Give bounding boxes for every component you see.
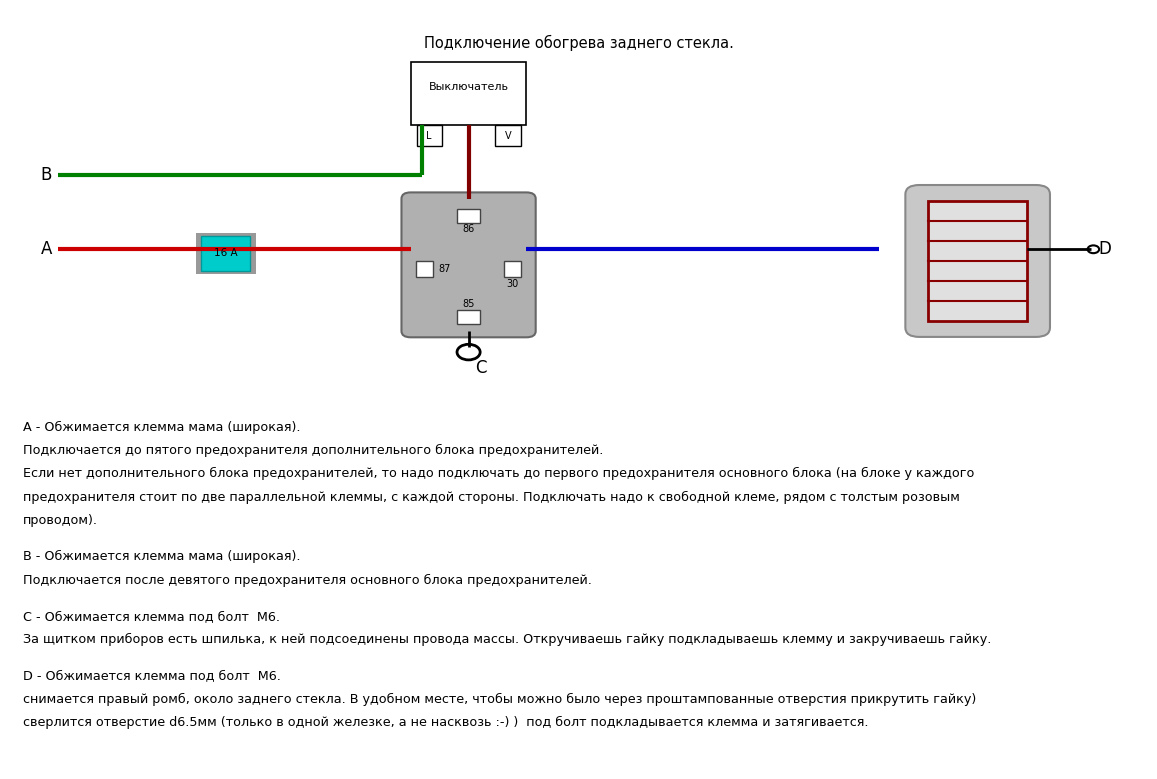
Text: D - Обжимается клемма под болт  М6.: D - Обжимается клемма под болт М6. [23, 670, 281, 682]
Text: 16 A: 16 A [214, 249, 237, 258]
Bar [411, 62, 526, 125]
Text: Выключатель: Выключатель [428, 83, 509, 92]
Text: D: D [1098, 240, 1112, 259]
Text: 86: 86 [463, 224, 474, 234]
Text: сверлится отверстие d6.5мм (только в одной железке, а не насквозь :-) )  под бол: сверлится отверстие d6.5мм (только в одн… [23, 717, 869, 729]
Text: 85: 85 [463, 299, 474, 308]
Text: V: V [504, 131, 511, 140]
Text: Подключение обогрева заднего стекла.: Подключение обогрева заднего стекла. [423, 35, 734, 51]
Bar [417, 125, 442, 146]
Text: За щитком приборов есть шпилька, к ней подсоединены провода массы. Откручиваешь : За щитком приборов есть шпилька, к ней п… [23, 633, 992, 647]
Text: 30: 30 [507, 280, 518, 289]
Text: Если нет дополнительного блока предохранителей, то надо подключать до первого пр: Если нет дополнительного блока предохран… [23, 467, 974, 481]
Text: 87: 87 [439, 264, 450, 273]
Text: C: C [476, 358, 487, 377]
Text: Подключается после девятого предохранителя основного блока предохранителей.: Подключается после девятого предохраните… [23, 573, 592, 587]
Text: A: A [40, 240, 52, 259]
FancyBboxPatch shape [401, 192, 536, 337]
Bar [504, 261, 521, 277]
Text: L: L [427, 131, 432, 140]
Text: В - Обжимается клемма мама (широкая).: В - Обжимается клемма мама (широкая). [23, 551, 301, 563]
Text: А - Обжимается клемма мама (широкая).: А - Обжимается клемма мама (широкая). [23, 421, 301, 434]
FancyBboxPatch shape [905, 185, 1051, 337]
Text: предохранителя стоит по две параллельной клеммы, с каждой стороны. Подключать на: предохранителя стоит по две параллельной… [23, 491, 960, 504]
Bar [457, 209, 480, 223]
Text: проводом).: проводом). [23, 514, 98, 527]
Bar [196, 232, 256, 273]
Text: снимается правый ромб, около заднего стекла. В удобном месте, чтобы можно было ч: снимается правый ромб, около заднего сте… [23, 693, 977, 706]
Text: Подключается до пятого предохранителя дополнительного блока предохранителей.: Подключается до пятого предохранителя до… [23, 444, 604, 457]
Bar [928, 201, 1027, 321]
Bar [201, 235, 250, 270]
Bar [417, 261, 433, 277]
Text: B: B [40, 166, 52, 185]
Text: С - Обжимается клемма под болт  М6.: С - Обжимается клемма под болт М6. [23, 610, 280, 623]
Bar [457, 310, 480, 324]
Bar [495, 125, 521, 146]
